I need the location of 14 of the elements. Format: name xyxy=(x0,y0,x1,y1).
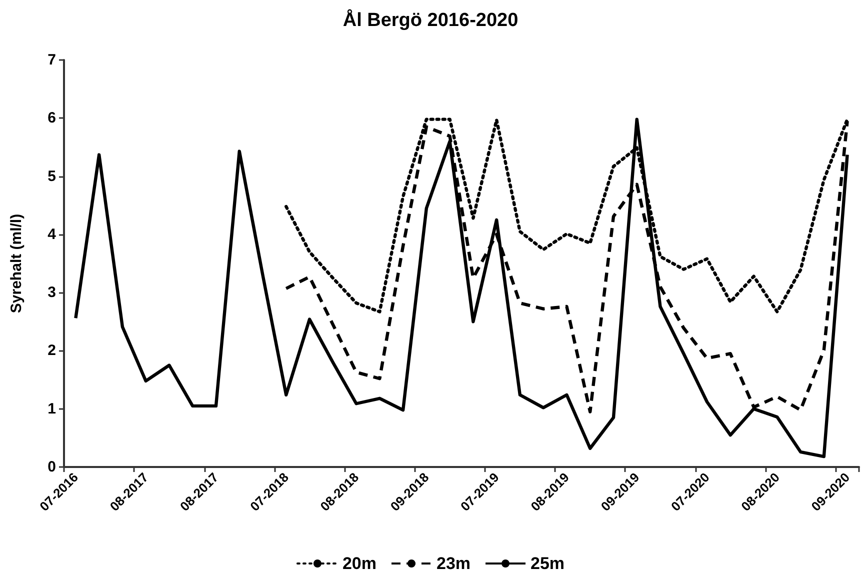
y-tick-label: 4 xyxy=(48,226,57,243)
y-tick-label: 6 xyxy=(48,110,56,127)
chart-title: Ål Bergö 2016-2020 xyxy=(342,9,518,31)
legend-label: 25m xyxy=(530,554,565,573)
y-tick-label: 3 xyxy=(48,284,56,302)
y-tick-label: 0 xyxy=(48,458,56,476)
y-tick-label: 1 xyxy=(48,400,56,418)
line-series xyxy=(74,118,849,458)
legend-label: 20m xyxy=(342,554,376,573)
y-tick-label: 5 xyxy=(48,168,56,185)
y-tick-label: 7 xyxy=(48,52,56,68)
y-tick-label: 2 xyxy=(48,342,56,360)
y-axis-title: Syrehalt (ml/l) xyxy=(8,214,25,314)
legend-label: 23m xyxy=(436,554,471,573)
